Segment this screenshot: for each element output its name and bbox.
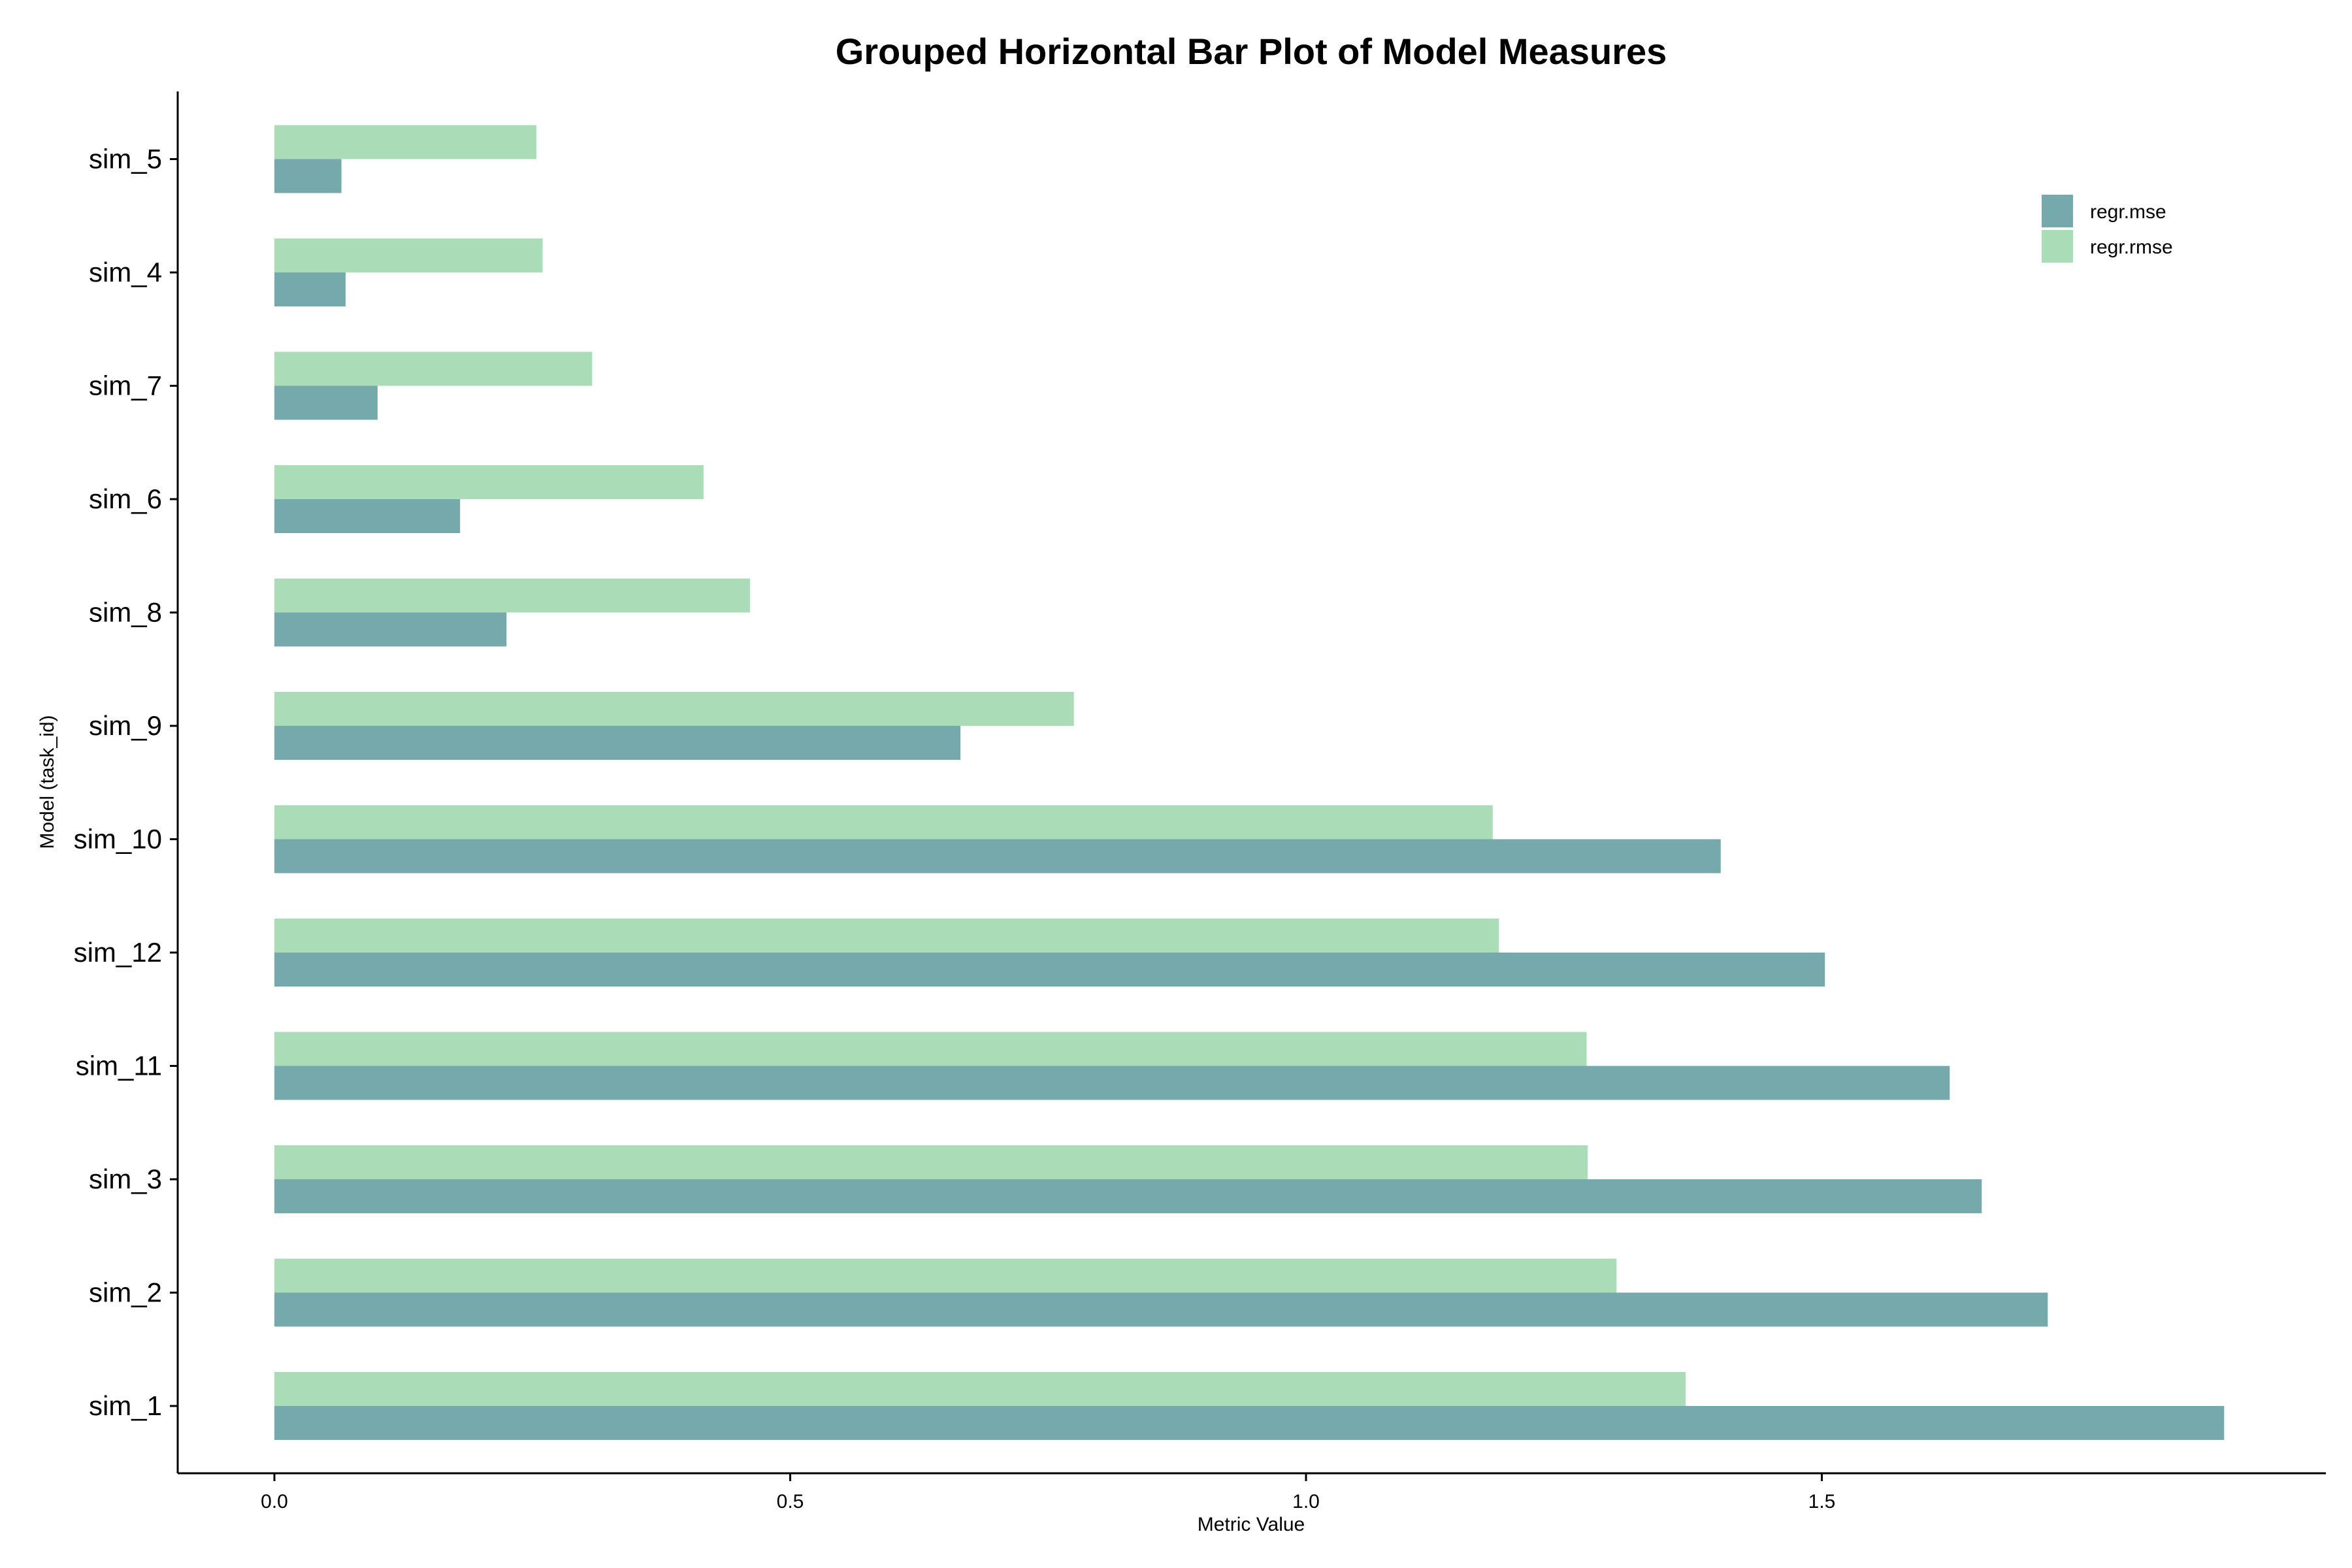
bar-sim-10-regr-rmse <box>274 805 1493 840</box>
y-tick-label: sim_1 <box>89 1390 162 1421</box>
legend-label-regr-mse: regr.mse <box>2090 201 2166 223</box>
bar-sim-9-regr-rmse <box>274 692 1074 726</box>
bar-sim-8-regr-rmse <box>274 578 750 613</box>
bar-sim-5-regr-rmse <box>274 125 537 159</box>
bar-sim-4-regr-rmse <box>274 238 543 272</box>
chart-title: Grouped Horizontal Bar Plot of Model Mea… <box>836 31 1667 72</box>
y-axis-ticks: sim_1 sim_2 sim_3 sim_11 sim_12 sim_10 sim_9 si… <box>74 144 178 1421</box>
bar-sim-4-regr-mse <box>274 272 346 306</box>
bar-sim-9-regr-mse <box>274 726 961 760</box>
y-tick-label: sim_5 <box>89 144 162 174</box>
bar-sim-10-regr-mse <box>274 839 1721 874</box>
legend-swatch-regr-mse <box>2042 195 2073 227</box>
bar-marks <box>274 125 2225 1440</box>
bar-sim-11-regr-rmse <box>274 1032 1587 1066</box>
bar-sim-6-regr-mse <box>274 499 461 533</box>
y-axis-label: Model (task_id) <box>37 715 58 849</box>
bar-sim-3-regr-rmse <box>274 1145 1588 1179</box>
bar-sim-7-regr-mse <box>274 385 378 420</box>
bar-sim-12-regr-rmse <box>274 919 1499 953</box>
bar-sim-11-regr-mse <box>274 1066 1950 1100</box>
bar-sim-1-regr-rmse <box>274 1372 1686 1406</box>
y-tick-label: sim_8 <box>89 597 162 628</box>
x-axis-ticks: 0.0 0.5 1.0 1.5 <box>261 1473 1835 1512</box>
bar-sim-1-regr-mse <box>274 1406 2225 1440</box>
bar-sim-3-regr-mse <box>274 1179 1982 1213</box>
legend-swatch-regr-rmse <box>2042 230 2073 263</box>
legend-label-regr-rmse: regr.rmse <box>2090 237 2173 258</box>
y-tick-label: sim_7 <box>89 370 162 401</box>
y-tick-label: sim_4 <box>89 257 162 287</box>
x-tick-label: 1.5 <box>1808 1491 1836 1512</box>
y-tick-label: sim_10 <box>74 824 162 855</box>
bar-sim-6-regr-rmse <box>274 465 704 499</box>
bar-sim-12-regr-mse <box>274 953 1825 987</box>
x-tick-label: 0.5 <box>777 1491 804 1512</box>
y-tick-label: sim_2 <box>89 1277 162 1308</box>
x-axis-label: Metric Value <box>1198 1514 1305 1535</box>
bar-sim-7-regr-rmse <box>274 351 593 386</box>
y-tick-label: sim_9 <box>89 710 162 741</box>
x-tick-label: 0.0 <box>261 1491 288 1512</box>
bar-sim-2-regr-rmse <box>274 1258 1617 1293</box>
bar-sim-2-regr-mse <box>274 1292 2048 1327</box>
y-tick-label: sim_3 <box>89 1164 162 1194</box>
x-tick-label: 1.0 <box>1292 1491 1320 1512</box>
bar-sim-8-regr-mse <box>274 612 507 647</box>
y-tick-label: sim_11 <box>76 1051 162 1081</box>
y-tick-label: sim_12 <box>74 937 162 968</box>
y-tick-label: sim_6 <box>89 483 162 514</box>
legend: regr.mse regr.rmse <box>2042 195 2173 263</box>
bar-sim-5-regr-mse <box>274 159 342 193</box>
